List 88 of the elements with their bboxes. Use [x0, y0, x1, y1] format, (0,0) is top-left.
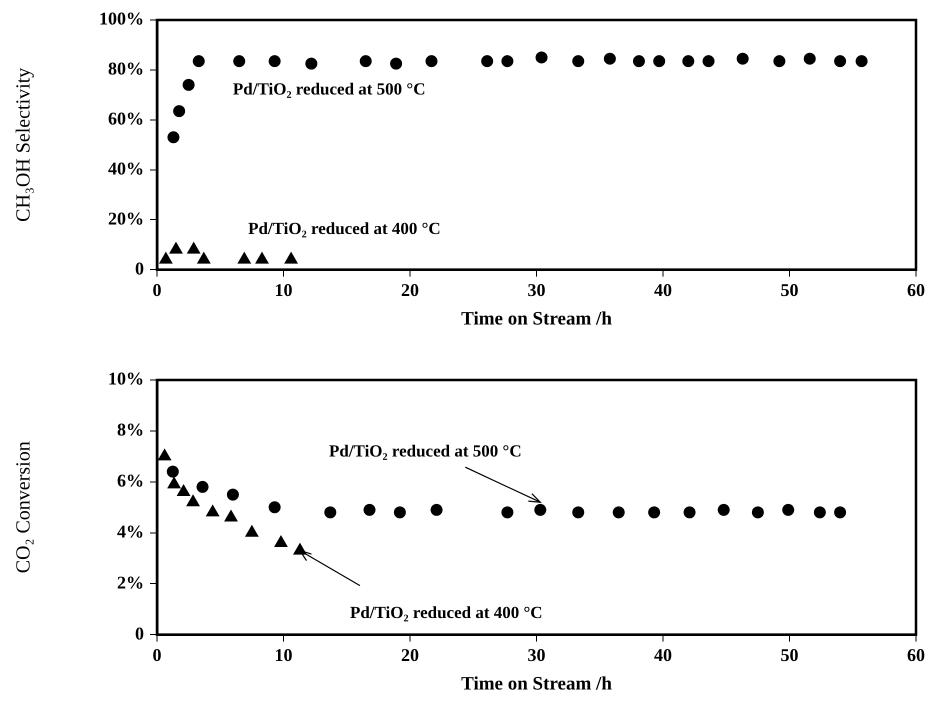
y-tick-label: 20% [108, 208, 144, 228]
point [804, 52, 816, 65]
point [233, 55, 246, 68]
point [604, 52, 616, 65]
point [572, 506, 584, 518]
point [426, 55, 438, 68]
point [534, 504, 546, 516]
point [394, 506, 406, 518]
point [648, 506, 660, 518]
point [782, 504, 794, 516]
x-tick-label: 30 [528, 280, 546, 300]
point [268, 55, 281, 68]
x-tick-label: 0 [152, 645, 162, 666]
point [612, 506, 625, 518]
point [173, 105, 186, 118]
point [159, 252, 172, 264]
point [238, 252, 251, 264]
y-tick-label: 80% [108, 58, 144, 79]
point [305, 58, 318, 70]
point [834, 55, 846, 68]
series-label: Pd/TiO₂ reduced at 500 °C [232, 79, 426, 98]
point [196, 480, 209, 493]
point [736, 52, 749, 65]
y-tick-label: 0 [135, 258, 144, 278]
point [536, 51, 548, 64]
x-tick-label: 0 [152, 280, 162, 300]
point [197, 252, 210, 264]
x-tick-label: 30 [528, 645, 546, 666]
y-axis-title: CO₂ Conversion [12, 441, 34, 574]
x-tick-label: 20 [401, 645, 419, 666]
x-tick-label: 50 [780, 280, 798, 300]
point [632, 55, 645, 68]
x-tick-label: 20 [401, 280, 419, 300]
point [274, 535, 288, 547]
y-tick-label: 6% [117, 470, 144, 490]
annotation: Pd/TiO₂ reduced at 400 °C [350, 602, 543, 622]
point [682, 55, 694, 68]
point [360, 55, 372, 68]
point [166, 466, 179, 478]
annotation: Pd/TiO₂ reduced at 500 °C [328, 442, 522, 461]
point [364, 504, 376, 516]
point [653, 55, 666, 68]
point [773, 55, 786, 68]
point [834, 506, 846, 518]
point [187, 242, 200, 254]
y-axis-title: CH₃OH Selectivity [12, 68, 34, 222]
x-tick-label: 10 [274, 645, 292, 666]
point [718, 504, 730, 516]
y-tick-label: 100% [99, 8, 144, 29]
point [245, 525, 258, 537]
point [481, 55, 494, 68]
series-label: Pd/TiO₂ reduced at 400 °C [248, 219, 441, 238]
point [192, 55, 205, 68]
y-tick-label: 0 [135, 623, 144, 644]
point [226, 488, 239, 501]
point [169, 242, 183, 254]
point [255, 252, 269, 264]
y-tick-label: 8% [117, 420, 144, 440]
point [752, 506, 764, 518]
point [684, 506, 696, 518]
point [284, 252, 298, 264]
x-axis-title: Time on Stream /h [461, 674, 612, 695]
point [206, 504, 220, 516]
x-axis-title: Time on Stream /h [461, 308, 612, 330]
point [224, 510, 238, 522]
point [856, 55, 868, 68]
point [702, 55, 715, 68]
y-tick-label: 60% [108, 108, 144, 128]
point [324, 506, 336, 518]
point [814, 506, 826, 518]
x-tick-label: 10 [274, 280, 292, 300]
y-tick-label: 10% [108, 368, 144, 389]
point [572, 55, 584, 68]
point [182, 78, 195, 91]
point [501, 506, 514, 518]
y-tick-label: 2% [117, 572, 144, 592]
point [390, 58, 402, 70]
point [501, 55, 514, 68]
point [268, 501, 281, 514]
x-tick-label: 60 [907, 645, 925, 666]
x-tick-label: 50 [780, 645, 798, 666]
y-tick-label: 4% [117, 521, 144, 542]
x-tick-label: 40 [654, 645, 672, 666]
x-tick-label: 60 [907, 280, 925, 300]
x-tick-label: 40 [654, 280, 672, 300]
y-tick-label: 40% [108, 158, 144, 178]
point [430, 504, 443, 516]
point [167, 131, 180, 144]
